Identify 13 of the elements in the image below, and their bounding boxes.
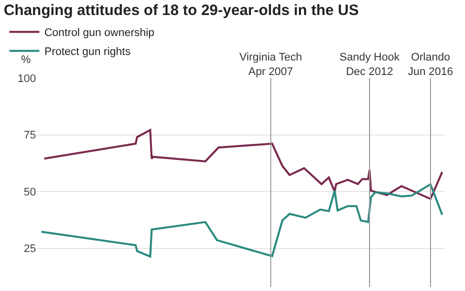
legend-label: Control gun ownership xyxy=(44,27,154,40)
x-tick-label: Sandy Hook Dec 2012 xyxy=(340,52,400,78)
x-tick-label: Virginia Tech Apr 2007 xyxy=(239,52,302,78)
line-series xyxy=(43,129,444,200)
y-tick-label: 50 xyxy=(24,186,36,198)
y-tick-label: 25 xyxy=(24,243,36,256)
line-series xyxy=(40,183,444,258)
y-axis-title: % xyxy=(21,54,31,66)
legend-label: Protect gun rights xyxy=(44,46,132,58)
y-tick-label: 100 xyxy=(18,72,36,85)
chart-title: Changing attitudes of 18 to 29-year-olds in the US xyxy=(4,2,359,19)
y-tick-label: 75 xyxy=(24,130,36,142)
x-tick-label: Orlando Jun 2016 xyxy=(408,52,454,78)
